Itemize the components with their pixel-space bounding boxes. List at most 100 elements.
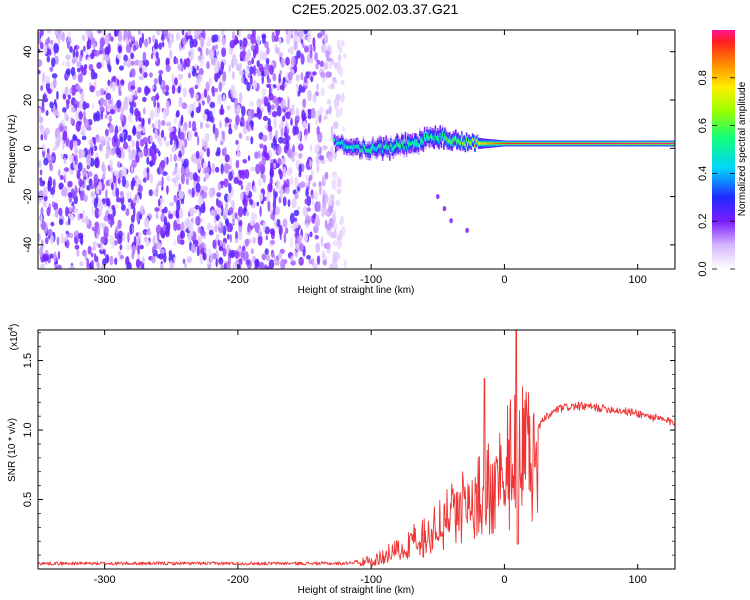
noise-blob <box>127 134 132 142</box>
noise-blob <box>142 126 146 131</box>
tone-cell <box>566 142 569 145</box>
noise-blob <box>283 232 287 244</box>
noise-blob <box>58 182 64 190</box>
noise-blob <box>244 250 249 262</box>
tone-cell <box>341 140 343 144</box>
noise-blob <box>235 159 240 169</box>
noise-blob <box>316 110 321 117</box>
noise-blob <box>181 102 188 110</box>
noise-blob <box>129 94 133 103</box>
noise-blob <box>74 184 78 196</box>
noise-blob <box>291 156 295 162</box>
noise-blob <box>44 75 51 84</box>
noise-blob <box>261 74 264 85</box>
noise-blob <box>101 58 105 69</box>
noise-blob <box>310 194 315 200</box>
noise-blob <box>40 106 45 113</box>
noise-blob <box>313 263 318 269</box>
tone-cell <box>525 142 528 145</box>
noise-blob <box>108 115 113 124</box>
noise-blob <box>304 198 311 205</box>
noise-blob <box>166 175 172 182</box>
noise-blob <box>312 71 317 76</box>
noise-blob <box>39 177 43 183</box>
tone-cell <box>666 142 668 145</box>
noise-blob <box>263 96 269 107</box>
noise-blob <box>332 76 337 83</box>
noise-blob <box>63 186 68 198</box>
tone-cell <box>632 142 635 145</box>
noise-blob <box>272 137 276 144</box>
tone-cell <box>627 142 630 145</box>
x-tick-label: 100 <box>629 274 647 286</box>
noise-blob <box>123 30 128 40</box>
noise-blob <box>110 97 114 107</box>
noise-blob <box>220 264 225 269</box>
noise-blob <box>38 107 42 117</box>
noise-blob <box>83 181 86 189</box>
noise-blob <box>123 61 127 67</box>
tone-cell <box>655 142 657 145</box>
tone-cell <box>488 142 491 145</box>
noise-blob <box>142 51 147 62</box>
noise-blob <box>340 79 345 86</box>
colorbar-tick-label: 0.2 <box>697 214 709 229</box>
noise-blob <box>275 191 278 198</box>
noise-blob <box>306 35 312 41</box>
noise-blob <box>298 30 305 38</box>
noise-blob <box>324 40 327 51</box>
noise-blob <box>69 264 75 269</box>
noise-blob <box>137 110 141 122</box>
noise-blob <box>323 33 328 42</box>
noise-blob <box>104 114 108 119</box>
noise-blob <box>144 216 150 229</box>
noise-blob <box>118 126 122 132</box>
tone-cell <box>432 135 434 140</box>
noise-blob <box>91 246 96 251</box>
noise-blob <box>202 185 209 192</box>
x-tick-label: 0 <box>501 574 507 586</box>
tone-cell <box>498 142 500 145</box>
noise-blob <box>195 182 201 193</box>
noise-blob <box>219 120 222 129</box>
tone-cell <box>395 143 397 148</box>
noise-blob <box>151 254 156 264</box>
y-tick-label: 0.5 <box>22 492 34 507</box>
noise-blob <box>227 233 230 240</box>
tone-cell <box>524 142 527 145</box>
tone-cell <box>461 136 463 141</box>
tone-cell <box>667 142 669 145</box>
noise-blob <box>314 52 318 62</box>
noise-blob <box>106 254 109 264</box>
noise-blob <box>202 112 208 121</box>
noise-blob <box>154 128 158 140</box>
tone-cell <box>556 142 559 145</box>
noise-blob <box>159 197 165 204</box>
tone-cell <box>601 142 603 145</box>
tone-cell <box>590 142 593 145</box>
noise-blob <box>67 180 73 188</box>
noise-blob <box>323 115 328 121</box>
noise-blob <box>108 64 112 73</box>
noise-blob <box>114 257 118 265</box>
tone-cell <box>457 138 459 143</box>
noise-blob <box>275 46 280 55</box>
noise-blob <box>278 123 283 130</box>
tone-cell <box>602 142 605 145</box>
noise-blob <box>95 90 101 97</box>
tone-cell <box>512 142 515 145</box>
noise-blob <box>62 153 68 161</box>
noise-blob <box>198 195 203 205</box>
noise-blob <box>208 77 213 86</box>
noise-blob <box>328 205 334 213</box>
noise-blob <box>285 134 291 142</box>
noise-blob <box>77 73 83 83</box>
noise-blob <box>271 142 274 149</box>
noise-blob <box>45 237 49 245</box>
noise-blob <box>177 85 181 94</box>
noise-blob <box>178 183 182 191</box>
noise-blob <box>228 127 233 135</box>
noise-blob <box>88 178 93 187</box>
tone-cell <box>420 138 422 143</box>
noise-blob <box>228 207 234 215</box>
